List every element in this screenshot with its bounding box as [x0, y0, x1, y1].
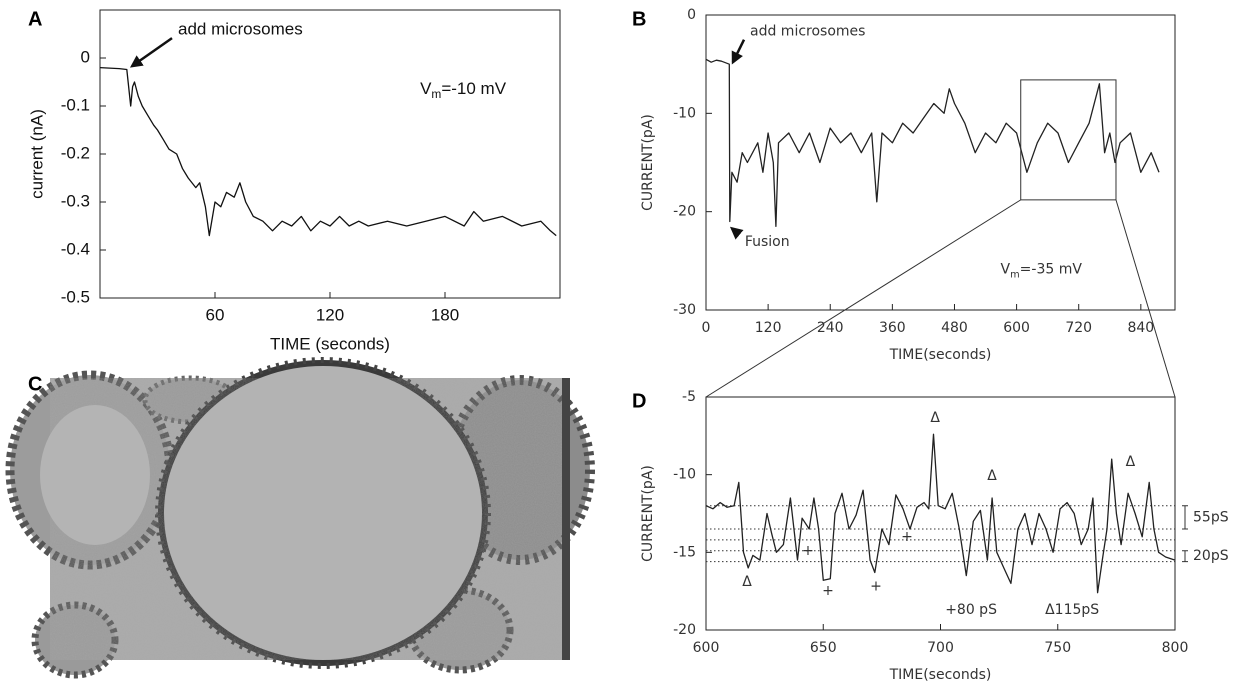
- annotation: Fusion: [745, 234, 790, 250]
- y-tick-label: -0.1: [61, 95, 90, 114]
- x-tick-label: 750: [1044, 640, 1071, 656]
- chart-panel: B -30 -20 -10 0 0 120 240 360 480 600 720 840 TIME(se…: [632, 7, 1176, 363]
- event-marker: +: [870, 579, 882, 595]
- zoom-connector: [1115, 199, 1176, 398]
- annotation: add microsomes: [750, 24, 865, 40]
- y-tick-label: -20: [673, 622, 696, 638]
- chart-panel: D -20 -15 -10 -5 600 650 700 750 800 TIME(seconds)…: [632, 389, 1229, 683]
- y-tick-label: 0: [687, 7, 696, 23]
- x-tick-label: 800: [1162, 640, 1189, 656]
- event-marker: +: [901, 529, 913, 545]
- annotation-arrow: [129, 37, 173, 68]
- annotation-part: m: [431, 87, 441, 101]
- bracket: [1182, 505, 1188, 530]
- event-marker: Δ: [742, 574, 752, 590]
- trace: [705, 433, 1176, 594]
- annotation-part: V: [420, 80, 432, 99]
- y-tick-label: -0.5: [61, 287, 90, 306]
- annotation-part: =-35 mV: [1020, 262, 1083, 278]
- y-tick-label: 0: [81, 47, 90, 66]
- x-tick-label: 240: [817, 320, 844, 336]
- y-tick-label: -0.3: [61, 191, 90, 210]
- y-tick-label: -0.4: [61, 239, 90, 258]
- zoom-box: [1020, 79, 1117, 201]
- x-tick-label: 700: [927, 640, 954, 656]
- event-marker: +: [822, 583, 834, 599]
- micrograph: [5, 357, 595, 679]
- x-axis-label: TIME(seconds): [889, 347, 992, 363]
- panel-label: A: [28, 8, 42, 30]
- y-tick-label: -15: [673, 544, 696, 560]
- plot-frame: [705, 14, 1176, 311]
- annotation: Vm=-10 mV: [420, 80, 507, 102]
- x-tick-label: 360: [879, 320, 906, 336]
- panel-label: C: [28, 373, 42, 395]
- trace: [99, 66, 557, 237]
- bracket: [1182, 550, 1188, 563]
- annotation-part: m: [1010, 270, 1020, 281]
- annotation: Vm=-35 mV: [1001, 262, 1083, 281]
- y-axis-label: current (nA): [27, 109, 46, 199]
- annotation-arrow: [731, 39, 746, 65]
- x-axis-label: TIME(seconds): [889, 667, 992, 683]
- y-tick-label: -20: [673, 204, 696, 220]
- annotation-part: =-10 mV: [441, 80, 506, 99]
- chart-panel: A 0 -0.1 -0.2 -0.3 -0.4 -0.5 60 120 180 TIME (seco…: [27, 8, 561, 353]
- y-tick-label: -5: [682, 389, 696, 405]
- plot-frame: [705, 396, 1176, 631]
- x-tick-label: 600: [693, 640, 720, 656]
- x-axis-label: TIME (seconds): [270, 334, 390, 353]
- annotation-part: V: [1001, 262, 1011, 278]
- x-tick-label: 120: [755, 320, 782, 336]
- bracket-label: 55pS: [1193, 509, 1229, 525]
- zoom-connector: [705, 199, 1022, 398]
- y-axis-label: CURRENT(pA): [640, 465, 656, 562]
- x-tick-label: 600: [1003, 320, 1030, 336]
- annotation-arrow: [729, 226, 744, 240]
- y-tick-label: -0.2: [61, 143, 90, 162]
- event-marker: Δ: [930, 410, 940, 426]
- trace: [705, 58, 1160, 228]
- event-marker: Δ: [1126, 454, 1136, 470]
- y-tick-label: -30: [673, 302, 696, 318]
- x-tick-label: 840: [1127, 320, 1154, 336]
- x-tick-label: 0: [702, 320, 711, 336]
- plot-frame: [99, 9, 561, 299]
- micrograph-panel: C: [5, 357, 595, 679]
- annotation: Δ115pS: [1045, 602, 1099, 618]
- y-tick-label: -10: [673, 105, 696, 121]
- bracket-label: 20pS: [1193, 548, 1229, 564]
- x-tick-label: 650: [810, 640, 837, 656]
- y-axis-label: CURRENT(pA): [640, 114, 656, 211]
- event-marker: +: [802, 543, 814, 559]
- panel-label: D: [632, 390, 646, 412]
- y-tick-label: -10: [673, 467, 696, 483]
- panel-label: B: [632, 8, 646, 30]
- annotation: add microsomes: [178, 20, 303, 39]
- x-tick-label: 180: [431, 305, 459, 324]
- x-tick-label: 120: [316, 305, 344, 324]
- x-tick-label: 60: [206, 305, 225, 324]
- event-marker: Δ: [987, 468, 997, 484]
- x-tick-label: 720: [1065, 320, 1092, 336]
- annotation: +80 pS: [945, 602, 997, 618]
- x-tick-label: 480: [941, 320, 968, 336]
